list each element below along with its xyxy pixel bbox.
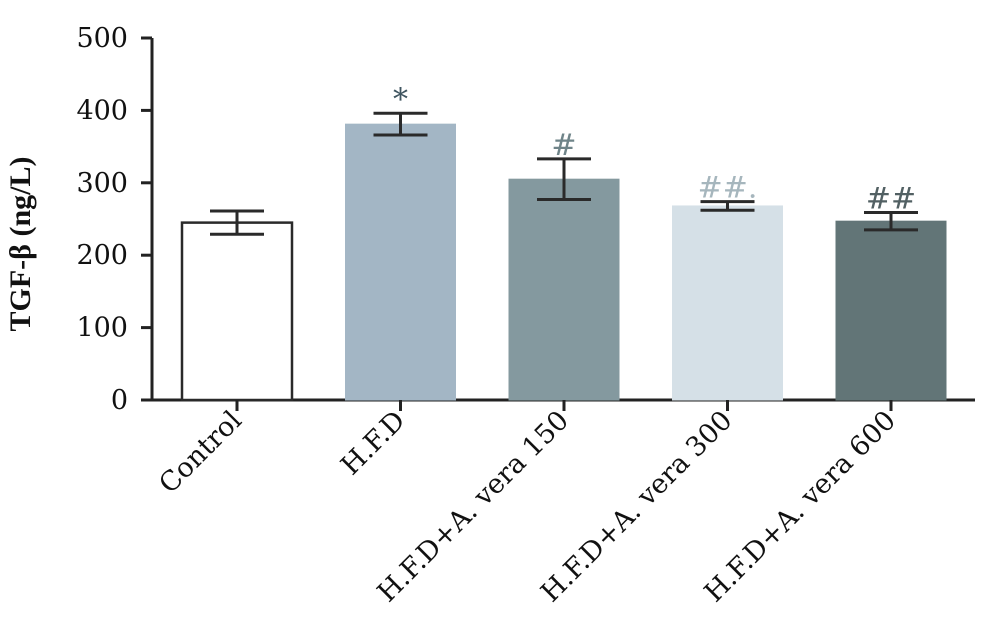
- y-tick-label: 100: [76, 313, 128, 344]
- x-category-label: Control: [153, 405, 248, 500]
- y-tick-label: 0: [111, 385, 128, 416]
- x-category-label: H.F.D: [335, 405, 411, 481]
- significance-marker: *: [393, 82, 408, 117]
- significance-marker: ##.: [698, 171, 758, 206]
- significance-marker: ##: [866, 181, 916, 216]
- y-tick-label: 500: [76, 23, 128, 54]
- y-tick-label: 300: [76, 168, 128, 199]
- bar-2: [345, 123, 456, 401]
- y-tick-label: 200: [76, 240, 128, 271]
- bar-5: [835, 220, 947, 401]
- y-axis-label: TGF-β (ng/L): [4, 157, 37, 332]
- bar-1: [180, 221, 294, 402]
- bar-4: [672, 205, 783, 401]
- significance-marker: #: [551, 128, 576, 163]
- y-tick-label: 400: [76, 95, 128, 126]
- bar-3: [508, 178, 620, 401]
